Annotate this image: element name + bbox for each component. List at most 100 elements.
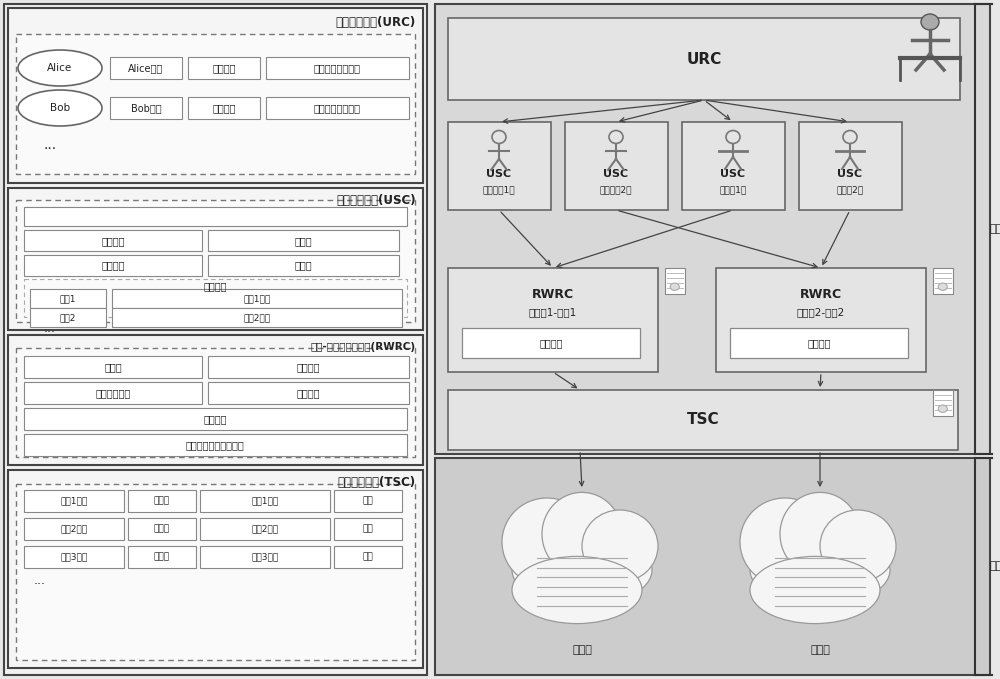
Bar [799,122,902,210]
Bar [716,268,926,372]
Text: USC: USC [837,169,863,179]
Text: Alice: Alice [47,63,73,73]
Bar [24,434,407,456]
Text: （工作者2）: （工作者2） [600,185,632,194]
Text: USC: USC [486,169,512,179]
Bar [565,122,668,210]
Bar [24,279,407,317]
Text: 用户类型: 用户类型 [212,63,236,73]
Bar [16,484,415,660]
Bar [24,207,407,226]
Bar [30,308,106,327]
Ellipse shape [502,498,592,586]
Text: （雇主1）: （雇主1） [719,185,747,194]
Bar [266,97,409,119]
Text: Alice地址: Alice地址 [128,63,164,73]
Text: 用户汇总合约地址: 用户汇总合约地址 [314,63,360,73]
Bar [8,470,423,668]
Ellipse shape [938,405,947,412]
Bar [933,268,952,294]
Text: 任务3描述: 任务3描述 [251,553,279,562]
Text: 任务地址: 任务地址 [203,414,227,424]
Bar [208,255,399,276]
Text: 用户注册合约(URC): 用户注册合约(URC) [336,16,416,29]
Bar [200,546,330,568]
Text: USC: USC [720,169,746,179]
Bar [4,4,427,675]
Bar [730,328,908,358]
Text: ...: ... [44,321,56,335]
Bar [188,57,260,79]
Bar [334,490,402,512]
Bar [16,200,415,322]
Text: 所有者: 所有者 [154,496,170,505]
Text: 任务1描述: 任务1描述 [251,496,279,505]
Text: 任务2: 任务2 [60,314,76,323]
Bar [200,518,330,540]
Text: 任务1地址: 任务1地址 [243,295,271,304]
Text: 用户汇总合约(USC): 用户汇总合约(USC) [336,194,416,206]
Text: 任务地址: 任务地址 [807,338,831,348]
Bar [112,289,402,308]
Bar [128,546,196,568]
Ellipse shape [820,510,896,582]
Bar [112,308,402,327]
Bar [30,289,106,308]
Bar [435,4,990,454]
Bar [110,97,182,119]
Ellipse shape [921,14,939,30]
Text: Bob: Bob [50,103,70,113]
Bar [24,490,124,512]
Bar [24,255,202,276]
Ellipse shape [512,556,642,623]
Ellipse shape [512,534,652,606]
Text: ...: ... [43,138,57,152]
Text: 任务2地址: 任务2地址 [243,314,271,323]
Bar [933,390,952,416]
Bar [208,356,409,378]
Bar [24,356,202,378]
Text: 数据库: 数据库 [572,645,592,655]
Text: TSC: TSC [687,413,719,428]
Bar [200,490,330,512]
Bar [128,490,196,512]
Text: 存储层: 存储层 [990,561,1000,571]
Bar [208,230,399,251]
Bar [208,382,409,404]
Ellipse shape [740,498,830,586]
Bar [334,518,402,540]
Text: 信誉值: 信誉值 [294,236,312,246]
Ellipse shape [780,492,860,576]
Bar [448,122,551,210]
Text: （雇主2）: （雇主2） [836,185,864,194]
Text: Bob地址: Bob地址 [131,103,161,113]
Ellipse shape [18,50,102,86]
Bar [448,268,658,372]
Bar [8,335,423,465]
Text: URC: URC [686,52,722,67]
Text: 任务2描述: 任务2描述 [251,524,279,534]
Bar [110,57,182,79]
Text: 状态: 状态 [363,496,373,505]
Text: 逻辑层: 逻辑层 [990,224,1000,234]
Bar [128,518,196,540]
Text: 状态: 状态 [363,553,373,562]
Text: RWRC: RWRC [532,287,574,301]
Text: 用户类型: 用户类型 [212,103,236,113]
Text: （工作者1）: （工作者1） [483,185,515,194]
Text: 任务状态: 任务状态 [296,362,320,372]
Bar [435,458,990,675]
Text: 任务评估: 任务评估 [296,388,320,398]
Text: 状态: 状态 [363,524,373,534]
Text: 所有者: 所有者 [104,362,122,372]
Text: 任务指针地址及哈希值: 任务指针地址及哈希值 [186,440,244,450]
Text: 任务列表: 任务列表 [203,281,227,291]
Bar [24,546,124,568]
Bar [8,8,423,183]
Text: 任务汇总合约(TSC): 任务汇总合约(TSC) [338,475,416,488]
Text: 任务描述: 任务描述 [101,260,125,270]
Ellipse shape [750,556,880,623]
Text: 任务1地址: 任务1地址 [60,496,88,505]
Bar [24,518,124,540]
Ellipse shape [938,283,947,291]
